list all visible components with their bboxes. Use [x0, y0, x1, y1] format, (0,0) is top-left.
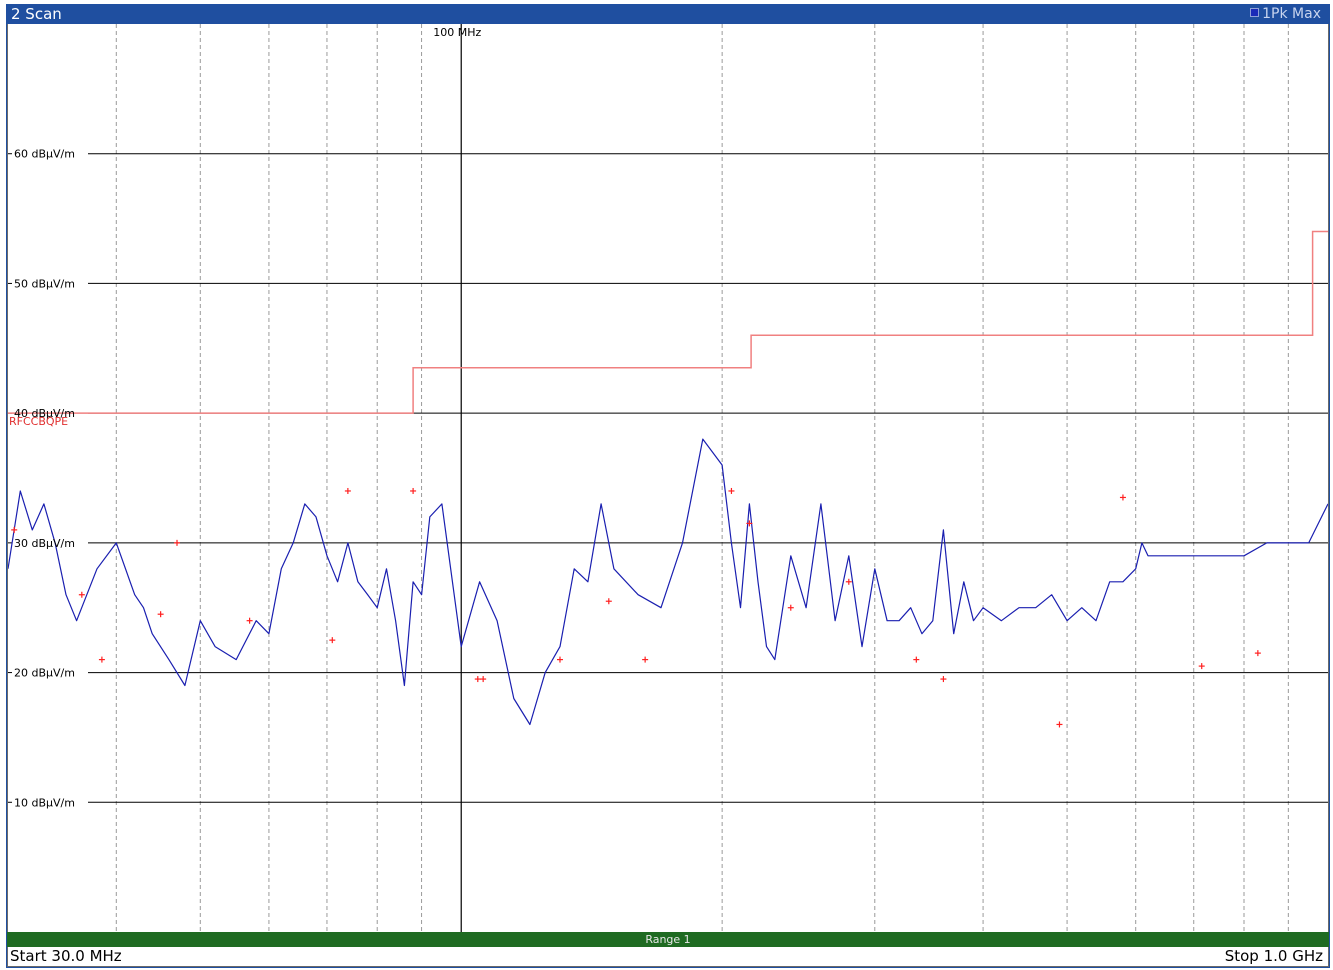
peak-markers	[11, 487, 1261, 728]
peak-marker	[642, 656, 649, 663]
start-frequency: Start 30.0 MHz	[10, 947, 122, 965]
major-gridlines	[8, 24, 1328, 932]
trace-indicator[interactable]: 1Pk Max	[1250, 5, 1321, 24]
peak-marker	[246, 617, 253, 624]
minor-gridlines	[115, 24, 1289, 932]
y-tick-label: 30 dBµV/m	[14, 537, 75, 550]
peak-marker	[605, 598, 612, 605]
x-tick-label: 100 MHz	[433, 26, 481, 39]
trace-line	[8, 438, 1328, 726]
limit-line-label: RFCCBQPE	[9, 415, 68, 428]
trace-label: 1Pk Max	[1262, 6, 1321, 22]
range-bar: Range 1	[7, 932, 1329, 947]
y-tick-label: 10 dBµV/m	[14, 796, 75, 809]
y-tick-label: 40 dBµV/m	[14, 407, 75, 420]
trace	[8, 438, 1328, 726]
peak-marker	[556, 656, 563, 663]
peak-marker	[157, 611, 164, 618]
peak-marker	[728, 487, 735, 494]
peak-marker	[329, 637, 336, 644]
peak-marker	[1198, 663, 1205, 670]
peak-marker	[940, 676, 947, 683]
peak-marker	[474, 676, 481, 683]
trace-color-icon	[1250, 8, 1260, 17]
peak-marker	[344, 487, 351, 494]
peak-marker	[787, 604, 794, 611]
spectrum-chart: 100 MHz 60 dBµV/m 50 dBµV/m 40 dBµV/m 30 dBµ…	[8, 24, 1328, 932]
peak-marker	[78, 591, 85, 598]
peak-marker	[11, 526, 18, 533]
peak-marker	[1119, 494, 1126, 501]
plot-area[interactable]: 100 MHz 60 dBµV/m 50 dBµV/m 40 dBµV/m 30 dBµ…	[7, 24, 1329, 932]
peak-marker	[845, 578, 852, 585]
window-title: 2 Scan	[11, 5, 62, 23]
peak-marker	[410, 487, 417, 494]
peak-marker	[913, 656, 920, 663]
stop-frequency: Stop 1.0 GHz	[1224, 947, 1323, 965]
peak-marker	[480, 676, 487, 683]
limit-line-path	[8, 230, 1328, 414]
title-bar: 2 Scan 1Pk Max	[7, 5, 1329, 24]
peak-marker	[1056, 721, 1063, 728]
axis-labels: 100 MHz 60 dBµV/m 50 dBµV/m 40 dBµV/m 30 dBµ…	[9, 26, 481, 809]
peak-marker	[746, 520, 753, 527]
y-tick-label: 50 dBµV/m	[14, 277, 75, 290]
peak-marker	[98, 656, 105, 663]
peak-marker	[174, 539, 181, 546]
footer: Start 30.0 MHz Stop 1.0 GHz	[7, 947, 1329, 967]
peak-marker	[1254, 650, 1261, 657]
limit-line	[8, 230, 1328, 414]
y-tick-label: 20 dBµV/m	[14, 667, 75, 680]
range-label: Range 1	[645, 933, 691, 946]
y-tick-label: 60 dBµV/m	[14, 148, 75, 161]
